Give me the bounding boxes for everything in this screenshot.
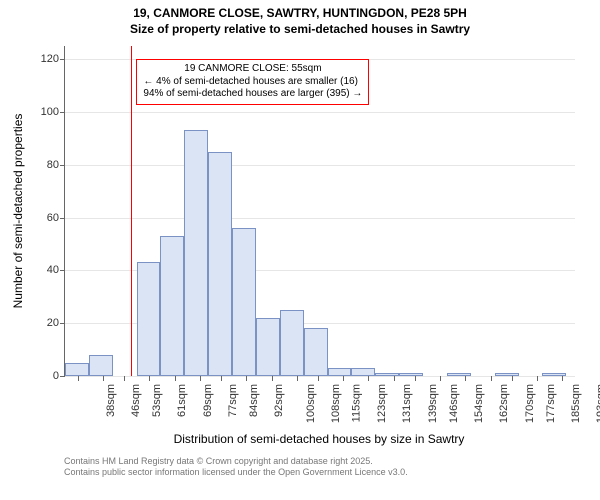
xtick-label: 77sqm (227, 384, 239, 417)
xtick-mark (272, 376, 273, 381)
histogram-bar (399, 373, 423, 376)
xtick-mark (221, 376, 222, 381)
xtick-mark (103, 376, 104, 381)
histogram-bar (184, 130, 208, 376)
annotation-line: ← 4% of semi-detached houses are smaller… (143, 76, 362, 89)
xtick-label: 38sqm (105, 384, 117, 417)
gridline-h (65, 165, 575, 166)
xtick-mark (491, 376, 492, 381)
xtick-mark (415, 376, 416, 381)
marker-line (131, 46, 132, 376)
ytick-label: 0 (53, 370, 65, 382)
ytick-label: 40 (47, 264, 65, 276)
gridline-h (65, 376, 575, 377)
plot-area: 02040608010012038sqm46sqm53sqm61sqm69sqm… (64, 46, 575, 377)
xtick-mark (465, 376, 466, 381)
histogram-bar (89, 355, 113, 376)
xtick-label: 100sqm (305, 384, 317, 423)
histogram-bar (208, 152, 232, 376)
ytick-label: 60 (47, 212, 65, 224)
footer-attribution: Contains HM Land Registry data © Crown c… (64, 456, 408, 479)
footer-line2: Contains public sector information licen… (64, 467, 408, 478)
xtick-label: 69sqm (202, 384, 214, 417)
histogram-bar (328, 368, 352, 376)
xtick-label: 46sqm (130, 384, 142, 417)
y-axis-label: Number of semi-detached properties (11, 114, 25, 309)
xtick-mark (343, 376, 344, 381)
annotation-line: 19 CANMORE CLOSE: 55sqm (143, 63, 362, 76)
histogram-bar (160, 236, 184, 376)
histogram-bar (495, 373, 519, 376)
xtick-mark (368, 376, 369, 381)
histogram-bar (256, 318, 280, 376)
xtick-mark (440, 376, 441, 381)
histogram-bar (304, 328, 328, 376)
x-axis-label: Distribution of semi-detached houses by … (174, 432, 465, 446)
xtick-mark (394, 376, 395, 381)
xtick-label: 177sqm (546, 384, 558, 423)
histogram-bar (232, 228, 256, 376)
histogram-bar (280, 310, 304, 376)
xtick-mark (124, 376, 125, 381)
xtick-mark (149, 376, 150, 381)
xtick-label: 108sqm (330, 384, 342, 423)
histogram-bar (137, 262, 161, 376)
gridline-h (65, 218, 575, 219)
ytick-label: 120 (41, 53, 65, 65)
histogram-bar (447, 373, 471, 376)
xtick-mark (297, 376, 298, 381)
title-line2: Size of property relative to semi-detach… (0, 22, 600, 36)
xtick-label: 115sqm (351, 384, 363, 422)
xtick-mark (200, 376, 201, 381)
xtick-label: 162sqm (499, 384, 511, 423)
xtick-mark (562, 376, 563, 381)
xtick-label: 146sqm (449, 384, 461, 423)
xtick-label: 84sqm (248, 384, 260, 417)
xtick-mark (175, 376, 176, 381)
xtick-label: 154sqm (474, 384, 486, 423)
annotation-line: 94% of semi-detached houses are larger (… (143, 88, 362, 101)
xtick-label: 61sqm (177, 384, 189, 417)
xtick-mark (78, 376, 79, 381)
xtick-label: 92sqm (274, 384, 286, 417)
xtick-label: 170sqm (524, 384, 536, 423)
footer-line1: Contains HM Land Registry data © Crown c… (64, 456, 408, 467)
ytick-label: 80 (47, 159, 65, 171)
title-line1: 19, CANMORE CLOSE, SAWTRY, HUNTINGDON, P… (0, 6, 600, 20)
annotation-box: 19 CANMORE CLOSE: 55sqm← 4% of semi-deta… (136, 59, 369, 105)
xtick-mark (246, 376, 247, 381)
histogram-bar (351, 368, 375, 376)
xtick-label: 53sqm (151, 384, 163, 417)
xtick-mark (318, 376, 319, 381)
histogram-bar (65, 363, 89, 376)
chart-container: 19, CANMORE CLOSE, SAWTRY, HUNTINGDON, P… (0, 0, 600, 500)
ytick-label: 20 (47, 317, 65, 329)
xtick-label: 123sqm (377, 384, 389, 423)
xtick-mark (537, 376, 538, 381)
xtick-mark (512, 376, 513, 381)
xtick-label: 193sqm (596, 384, 600, 423)
xtick-label: 185sqm (571, 384, 583, 423)
xtick-label: 139sqm (427, 384, 439, 423)
ytick-label: 100 (41, 106, 65, 118)
xtick-label: 131sqm (402, 384, 414, 423)
gridline-h (65, 112, 575, 113)
histogram-bar (375, 373, 399, 376)
